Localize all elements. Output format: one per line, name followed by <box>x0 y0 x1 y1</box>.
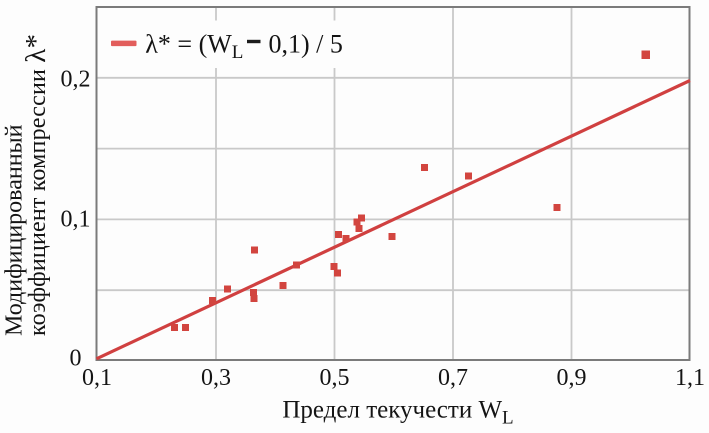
svg-text:0,9: 0,9 <box>557 365 587 391</box>
svg-text:λ* = (WL: λ* = (WL <box>145 30 243 64</box>
svg-text:0,7: 0,7 <box>438 365 468 391</box>
svg-text:0: 0 <box>70 346 82 372</box>
svg-text:1,1: 1,1 <box>675 365 705 391</box>
svg-text:Предел текучести WL: Предел текучести WL <box>282 397 513 429</box>
svg-text:коэффициент компрессии λ*: коэффициент компрессии λ* <box>20 34 52 336</box>
svg-text:0,5: 0,5 <box>320 365 350 391</box>
svg-text:0,3: 0,3 <box>201 365 231 391</box>
svg-text:Модифицированный: Модифицированный <box>2 124 28 336</box>
svg-text:0,2: 0,2 <box>61 67 91 93</box>
svg-text:0,1: 0,1 <box>61 207 91 233</box>
svg-text:0,1) / 5: 0,1) / 5 <box>269 30 343 59</box>
svg-text:0,1: 0,1 <box>82 365 112 391</box>
